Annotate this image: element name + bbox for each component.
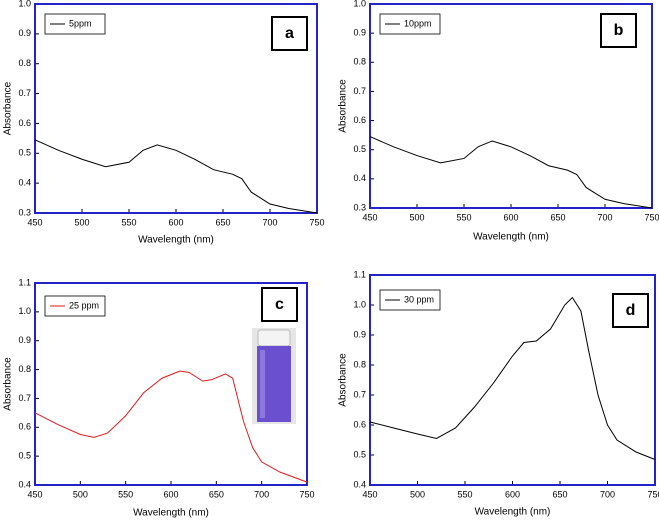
legend-box (379, 289, 441, 311)
x-tick-label: 500 (409, 212, 424, 222)
y-tick-label: 0.3 (353, 202, 366, 212)
y-tick-label: 1.0 (353, 0, 366, 8)
legend-label: 5ppm (69, 18, 92, 28)
panel-label-box (271, 16, 308, 51)
y-tick-label: 0.5 (353, 449, 366, 459)
y-tick-label: 0.4 (18, 178, 31, 188)
y-tick-label: 0.9 (353, 329, 366, 339)
data-line (369, 136, 653, 209)
x-tick-label: 700 (262, 217, 277, 227)
x-tick-label: 450 (27, 489, 42, 499)
x-axis-label: Wavelength (nm) (475, 507, 551, 518)
x-tick-label: 500 (73, 489, 88, 499)
y-tick-label: 0.6 (353, 419, 366, 429)
x-tick-label: 650 (550, 212, 565, 222)
y-tick-label: 0.8 (18, 364, 31, 374)
x-tick-label: 500 (410, 489, 425, 499)
y-axis-label: Absorbance (338, 353, 349, 407)
x-tick-label: 450 (27, 217, 42, 227)
y-tick-label: 0.5 (18, 148, 31, 158)
y-tick-label: 1.0 (18, 306, 31, 316)
panel-label-box (261, 287, 298, 322)
data-line (34, 139, 318, 214)
y-tick-label: 0.4 (353, 479, 366, 489)
panel-label-box (600, 13, 637, 48)
y-tick-label: 0.7 (18, 88, 31, 98)
plot-frame (34, 282, 308, 486)
y-tick-label: 1.1 (353, 269, 366, 279)
y-tick-label: 0.9 (18, 28, 31, 38)
plot-frame (369, 3, 653, 209)
legend-box (379, 13, 441, 35)
y-tick-label: 0.5 (18, 451, 31, 461)
panel-label: a (285, 25, 294, 42)
x-tick-label: 650 (215, 217, 230, 227)
plot-frame (369, 274, 656, 486)
x-tick-label: 750 (647, 489, 659, 499)
x-axis-label: Wavelength (nm) (133, 508, 209, 519)
panel-label: c (275, 296, 284, 313)
x-tick-label: 550 (456, 212, 471, 222)
x-tick-label: 600 (505, 489, 520, 499)
data-line (369, 296, 656, 460)
y-tick-label: 0.7 (353, 389, 366, 399)
x-tick-label: 600 (503, 212, 518, 222)
x-tick-label: 750 (299, 489, 314, 499)
y-tick-label: 0.4 (18, 479, 31, 489)
x-tick-label: 550 (457, 489, 472, 499)
data-line (34, 370, 308, 483)
legend-label: 10ppm (404, 18, 432, 28)
x-tick-label: 750 (644, 212, 659, 222)
y-tick-label: 0.7 (18, 393, 31, 403)
x-tick-label: 700 (254, 489, 269, 499)
y-tick-label: 0.8 (353, 57, 366, 67)
y-tick-label: 0.5 (353, 144, 366, 154)
panel-label: b (614, 22, 624, 39)
x-axis-label: Wavelength (nm) (138, 235, 214, 246)
vial-photo (252, 328, 296, 424)
y-axis-label: Absorbance (338, 79, 349, 133)
y-tick-label: 0.6 (18, 422, 31, 432)
panel-label-box (612, 293, 649, 328)
x-tick-label: 600 (163, 489, 178, 499)
legend-box (44, 13, 106, 35)
y-tick-label: 0.6 (353, 115, 366, 125)
x-tick-label: 750 (309, 217, 324, 227)
y-tick-label: 1.1 (18, 277, 31, 287)
y-tick-label: 0.8 (353, 359, 366, 369)
y-tick-label: 0.4 (353, 173, 366, 183)
x-tick-label: 450 (362, 212, 377, 222)
x-tick-label: 700 (597, 212, 612, 222)
y-axis-label: Absorbance (3, 81, 14, 135)
y-tick-label: 0.7 (353, 86, 366, 96)
legend-box (44, 295, 106, 317)
x-tick-label: 700 (600, 489, 615, 499)
plot-frame (34, 3, 318, 214)
x-tick-label: 550 (121, 217, 136, 227)
y-tick-label: 0.9 (353, 28, 366, 38)
y-axis-label: Absorbance (3, 357, 14, 411)
x-tick-label: 650 (552, 489, 567, 499)
legend-label: 30 ppm (404, 294, 434, 304)
y-tick-label: 0.3 (18, 207, 31, 217)
x-tick-label: 550 (118, 489, 133, 499)
y-tick-label: 0.8 (18, 58, 31, 68)
x-axis-label: Wavelength (nm) (473, 232, 549, 243)
x-tick-label: 450 (362, 489, 377, 499)
y-tick-label: 0.6 (18, 118, 31, 128)
legend-label: 25 ppm (69, 300, 99, 310)
y-tick-label: 0.9 (18, 335, 31, 345)
x-tick-label: 650 (209, 489, 224, 499)
x-tick-label: 600 (168, 217, 183, 227)
y-tick-label: 1.0 (353, 299, 366, 309)
panel-label: d (626, 302, 636, 319)
y-tick-label: 1.0 (18, 0, 31, 8)
x-tick-label: 500 (74, 217, 89, 227)
